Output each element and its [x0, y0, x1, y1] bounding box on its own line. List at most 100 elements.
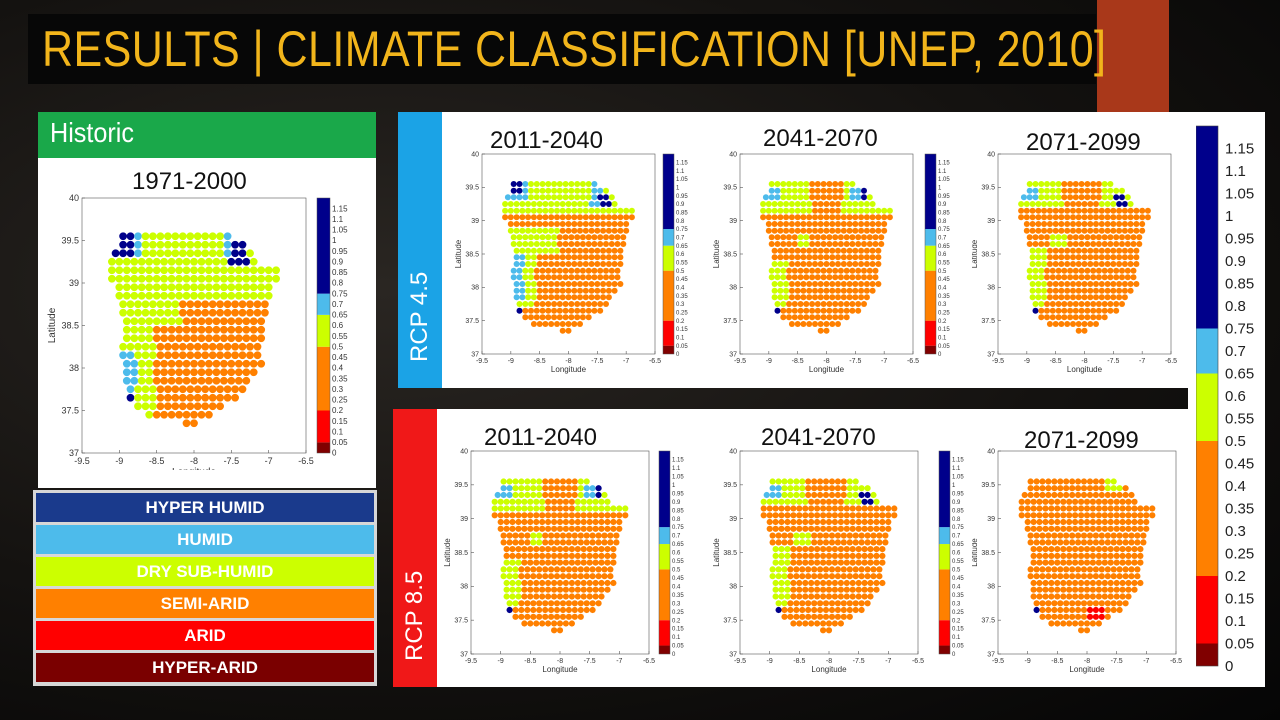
grid-point	[1081, 327, 1088, 334]
grid-point	[812, 281, 818, 287]
grid-point	[597, 307, 604, 314]
grid-point	[861, 586, 868, 593]
grid-point	[1113, 593, 1120, 600]
grid-point	[553, 600, 561, 607]
rcp85-map-2041-2070: -9.5 -9 -8.5 -8 -7.5 -7 -6.53737.53838.53939.5…	[712, 448, 964, 674]
grid-point	[1064, 261, 1071, 267]
grid-point	[216, 249, 224, 258]
colorbar-band	[925, 229, 936, 246]
grid-point	[1048, 620, 1055, 627]
x-tick-label: -8	[565, 358, 571, 365]
grid-point	[1078, 274, 1085, 281]
grid-point	[190, 419, 198, 428]
grid-point	[134, 342, 142, 351]
grid-point	[152, 266, 161, 275]
colorbar-band	[659, 544, 670, 570]
grid-point	[812, 221, 818, 227]
x-axis-label: Longitude	[172, 467, 216, 470]
grid-point	[1084, 307, 1091, 314]
grid-point	[837, 498, 844, 505]
grid-point	[1078, 559, 1085, 566]
grid-point	[601, 573, 608, 580]
grid-point	[1086, 485, 1094, 492]
grid-point	[512, 600, 519, 607]
grid-point	[1070, 227, 1076, 234]
grid-point	[257, 274, 266, 283]
grid-point	[227, 283, 236, 292]
grid-point	[808, 525, 815, 532]
colorbar-tick-label: 0.9	[952, 500, 961, 506]
grid-point	[518, 606, 525, 614]
grid-point	[876, 573, 883, 580]
grid-point	[823, 294, 830, 301]
grid-point	[565, 478, 572, 485]
grid-point	[227, 266, 236, 275]
grid-point	[577, 573, 584, 580]
grid-point	[216, 351, 224, 360]
y-tick-label: 39.5	[723, 185, 737, 192]
grid-point	[190, 291, 198, 300]
grid-point	[515, 552, 522, 559]
grid-point	[542, 227, 549, 234]
legend-hyper-humid: HYPER HUMID	[36, 493, 374, 522]
grid-point	[559, 566, 567, 573]
y-tick-label: 38	[471, 285, 479, 292]
grid-point	[1087, 207, 1094, 214]
grid-point	[1139, 221, 1146, 227]
grid-point	[1036, 518, 1043, 526]
grid-point	[178, 393, 187, 402]
grid-point	[1107, 586, 1114, 593]
grid-point	[855, 234, 862, 241]
grid-point	[866, 194, 873, 201]
grid-point	[175, 257, 183, 266]
grid-point	[799, 600, 806, 607]
grid-point	[1052, 247, 1059, 254]
grid-point	[175, 325, 183, 334]
grid-point	[1098, 207, 1105, 214]
grid-point	[855, 586, 862, 593]
grid-point	[867, 525, 874, 532]
grid-point	[826, 234, 833, 241]
grid-point	[1039, 600, 1046, 607]
x-tick-label: -7	[1139, 358, 1145, 365]
grid-point	[1052, 227, 1059, 234]
grid-point	[559, 321, 566, 327]
colorbar-tick-label: 0.75	[332, 289, 348, 298]
grid-point	[175, 274, 183, 283]
colorbar-tick-label: 0	[332, 449, 337, 458]
grid-point	[881, 207, 888, 214]
grid-point	[1098, 566, 1105, 573]
grid-point	[601, 566, 608, 573]
grid-point	[604, 559, 611, 566]
main-colorbar-band	[1196, 126, 1218, 329]
grid-point	[790, 579, 797, 587]
grid-point	[780, 181, 787, 187]
grid-point	[1089, 586, 1096, 593]
grid-point	[817, 491, 824, 499]
grid-point	[588, 221, 595, 227]
grid-point	[783, 221, 790, 227]
grid-point	[891, 512, 898, 519]
grid-point	[1064, 214, 1071, 221]
grid-point	[137, 317, 146, 326]
grid-point	[840, 294, 847, 301]
grid-point	[1095, 307, 1102, 314]
grid-point	[796, 579, 803, 587]
rcp85-map-2011-2040: -9.5 -9 -8.5 -8 -7.5 -7 -6.53737.53838.53939.5…	[443, 448, 684, 674]
grid-point	[790, 498, 797, 505]
grid-point	[808, 579, 815, 587]
grid-point	[869, 247, 876, 254]
grid-point	[1041, 294, 1048, 301]
grid-point	[533, 267, 540, 274]
grid-point	[1026, 187, 1033, 194]
grid-point	[1058, 321, 1065, 327]
grid-point	[846, 221, 853, 227]
grid-point	[1038, 267, 1045, 274]
grid-point	[160, 266, 168, 275]
grid-point	[885, 505, 892, 512]
grid-point	[1063, 606, 1070, 614]
grid-point	[878, 241, 885, 247]
grid-point	[533, 181, 540, 187]
grid-point	[586, 525, 593, 532]
grid-point	[565, 321, 572, 327]
